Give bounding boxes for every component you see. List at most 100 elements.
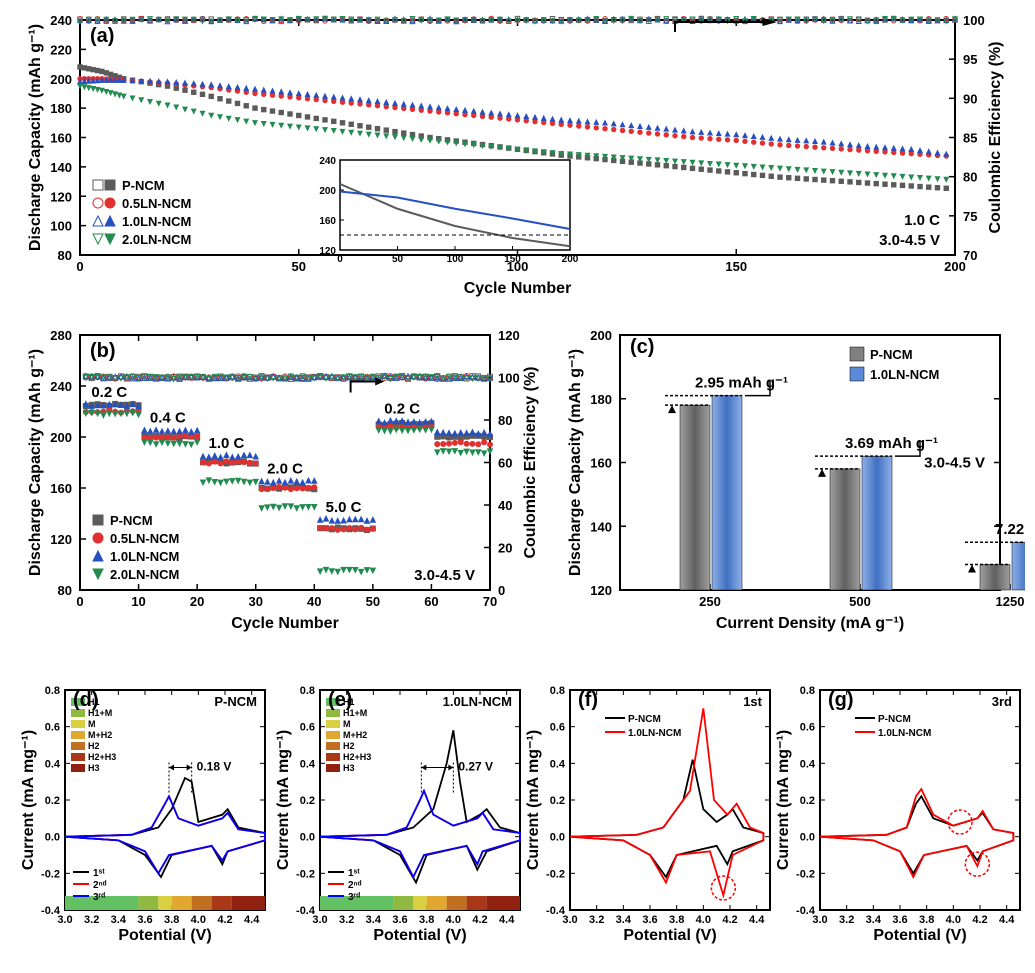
svg-text:Coulombic Efficiency (%): Coulombic Efficiency (%) (522, 366, 539, 558)
svg-text:100: 100 (963, 13, 985, 28)
svg-text:(b): (b) (90, 340, 116, 362)
svg-text:1.0 C: 1.0 C (904, 212, 940, 229)
svg-text:3.2: 3.2 (589, 914, 604, 926)
svg-text:M+H2: M+H2 (343, 730, 367, 740)
svg-text:3.6: 3.6 (892, 914, 907, 926)
svg-text:60: 60 (498, 456, 512, 471)
svg-text:50: 50 (392, 254, 404, 265)
svg-text:0.5LN-NCM: 0.5LN-NCM (110, 531, 179, 546)
svg-text:140: 140 (50, 160, 72, 175)
svg-text:100: 100 (50, 219, 72, 234)
svg-text:Cycle Number: Cycle Number (464, 280, 572, 297)
svg-text:3.6: 3.6 (642, 914, 657, 926)
svg-text:Potential (V): Potential (V) (118, 927, 211, 944)
svg-text:Potential (V): Potential (V) (873, 927, 966, 944)
svg-text:160: 160 (50, 131, 72, 146)
svg-text:220: 220 (50, 42, 72, 57)
svg-text:(a): (a) (90, 25, 114, 47)
svg-text:0.8: 0.8 (45, 685, 60, 697)
svg-text:1ˢᵗ: 1ˢᵗ (93, 868, 105, 879)
svg-text:40: 40 (307, 594, 321, 609)
svg-text:3ʳᵈ: 3ʳᵈ (93, 892, 105, 903)
svg-text:0: 0 (76, 259, 83, 274)
svg-text:95: 95 (963, 52, 977, 67)
svg-text:150: 150 (725, 259, 747, 274)
svg-text:200: 200 (562, 254, 579, 265)
svg-text:0.2: 0.2 (550, 795, 565, 807)
svg-text:70: 70 (483, 594, 497, 609)
svg-text:4.4: 4.4 (244, 914, 260, 926)
svg-text:3.4: 3.4 (111, 914, 127, 926)
svg-text:7.22 mAh g⁻¹: 7.22 mAh g⁻¹ (995, 521, 1025, 538)
svg-text:3.4: 3.4 (866, 914, 882, 926)
svg-text:160: 160 (590, 456, 612, 471)
svg-text:3.2: 3.2 (84, 914, 99, 926)
svg-text:120: 120 (50, 532, 72, 547)
svg-text:1.0LN-NCM: 1.0LN-NCM (628, 728, 681, 739)
svg-text:70: 70 (963, 248, 977, 263)
svg-text:1st: 1st (743, 694, 762, 709)
svg-text:4.4: 4.4 (999, 914, 1015, 926)
svg-text:2.0LN-NCM: 2.0LN-NCM (110, 567, 179, 582)
svg-text:3.0-4.5 V: 3.0-4.5 V (414, 567, 475, 584)
svg-text:4.0: 4.0 (446, 914, 461, 926)
svg-text:4.2: 4.2 (472, 914, 487, 926)
svg-text:3.0-4.5 V: 3.0-4.5 V (879, 232, 940, 249)
svg-text:Potential (V): Potential (V) (373, 927, 466, 944)
svg-text:120: 120 (319, 246, 336, 257)
svg-text:P-NCM: P-NCM (110, 513, 153, 528)
svg-text:4.0: 4.0 (696, 914, 711, 926)
svg-text:-0.4: -0.4 (41, 905, 61, 917)
svg-text:H2+H3: H2+H3 (88, 752, 116, 762)
svg-text:-0.4: -0.4 (296, 905, 316, 917)
svg-text:Current (mA mg⁻¹): Current (mA mg⁻¹) (525, 730, 542, 870)
svg-text:0.2 C: 0.2 C (91, 384, 127, 401)
svg-text:P-NCM: P-NCM (122, 178, 165, 193)
svg-text:1.0 C: 1.0 C (208, 435, 244, 452)
svg-text:50: 50 (366, 594, 380, 609)
svg-text:4.2: 4.2 (217, 914, 232, 926)
svg-text:280: 280 (50, 328, 72, 343)
svg-text:75: 75 (963, 209, 977, 224)
svg-text:0.4: 0.4 (45, 758, 61, 770)
svg-text:80: 80 (58, 583, 72, 598)
svg-text:200: 200 (319, 186, 336, 197)
svg-text:100: 100 (498, 371, 520, 386)
svg-text:0.0: 0.0 (300, 832, 315, 844)
svg-text:1.0LN-NCM: 1.0LN-NCM (878, 728, 931, 739)
svg-text:3.6: 3.6 (137, 914, 152, 926)
svg-text:0.6: 0.6 (800, 722, 815, 734)
svg-text:0: 0 (498, 583, 505, 598)
svg-text:(f): (f) (578, 689, 598, 711)
svg-text:10: 10 (131, 594, 145, 609)
svg-text:0.0: 0.0 (800, 832, 815, 844)
svg-text:2.0LN-NCM: 2.0LN-NCM (122, 232, 191, 247)
svg-text:1250: 1250 (996, 594, 1025, 609)
svg-text:100: 100 (447, 254, 464, 265)
svg-text:180: 180 (50, 101, 72, 116)
svg-text:30: 30 (248, 594, 262, 609)
svg-text:80: 80 (498, 413, 512, 428)
svg-text:Discharge Capacity (mAh g⁻¹): Discharge Capacity (mAh g⁻¹) (567, 349, 584, 576)
svg-text:Cycle Number: Cycle Number (231, 615, 339, 632)
figure-svg: 0501001502008010012014016018020022024070… (10, 10, 1025, 963)
svg-text:(d): (d) (73, 689, 99, 711)
svg-text:3.0-4.5 V: 3.0-4.5 V (924, 455, 985, 472)
svg-text:0.8: 0.8 (800, 685, 815, 697)
figure-container: { "colors": { "pncm": "#5b5b5b", "s05": … (0, 0, 1035, 973)
svg-text:1.0LN-NCM: 1.0LN-NCM (870, 367, 939, 382)
svg-text:H2: H2 (88, 741, 100, 751)
svg-text:200: 200 (590, 328, 612, 343)
svg-text:3.2: 3.2 (339, 914, 354, 926)
svg-text:(e): (e) (328, 689, 352, 711)
svg-text:2.0 C: 2.0 C (267, 461, 303, 478)
svg-text:P-NCM: P-NCM (870, 347, 913, 362)
svg-text:3.4: 3.4 (366, 914, 382, 926)
svg-text:20: 20 (498, 541, 512, 556)
svg-text:240: 240 (319, 156, 336, 167)
svg-text:160: 160 (50, 481, 72, 496)
svg-text:4.0: 4.0 (946, 914, 961, 926)
svg-text:160: 160 (319, 216, 336, 227)
svg-text:0.4: 0.4 (550, 758, 566, 770)
svg-text:3rd: 3rd (992, 694, 1012, 709)
